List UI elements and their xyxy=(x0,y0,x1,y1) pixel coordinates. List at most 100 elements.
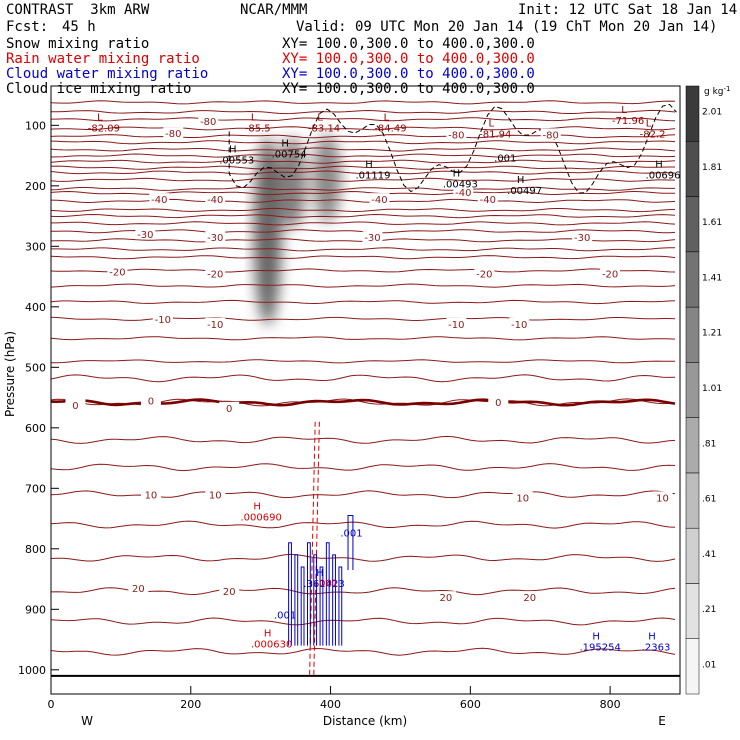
isotherm-line xyxy=(51,359,675,364)
isotherm-line xyxy=(51,140,676,145)
colorbar-bin xyxy=(685,251,700,308)
isotherm-label-bg xyxy=(600,267,621,279)
x-tick-label: 0 xyxy=(48,698,55,711)
isotherm-label-bg xyxy=(453,185,474,197)
isotherm-label-bg xyxy=(107,265,128,277)
isotherm-label-bg xyxy=(135,228,156,240)
isotherm-label-bg xyxy=(362,231,383,243)
colorbar-bin xyxy=(685,85,700,142)
colorbar-label: 1.01 xyxy=(702,384,722,394)
extremum-value: -81.94 xyxy=(479,130,511,141)
x-tick-label: 400 xyxy=(320,698,341,711)
isotherm-label: -80 xyxy=(165,129,181,140)
isotherm-label-bg xyxy=(140,488,161,500)
isotherm-line xyxy=(51,159,676,164)
isotherm-label: -10 xyxy=(448,320,464,331)
field-xy-snow: XY= 100.0,300.0 to 400.0,300.0 xyxy=(282,36,535,52)
isotherm-line xyxy=(51,221,676,226)
isotherm-label-bg xyxy=(477,193,498,205)
forecast-hour: 45 h xyxy=(62,19,96,35)
y-tick-label: 700 xyxy=(25,482,46,495)
y-axis-label: Pressure (hPa) xyxy=(3,331,17,417)
field-xy-cloud-ice: XY= 100.0,300.0 to 400.0,300.0 xyxy=(282,81,535,97)
extremum-letter: H xyxy=(453,169,461,180)
extremum-value: .000690 xyxy=(240,512,281,523)
extremum-value: -71.96 xyxy=(612,116,644,127)
isotherm-label-bg xyxy=(572,231,593,243)
isotherm-line xyxy=(51,134,676,139)
colorbar-bin xyxy=(685,196,700,253)
isotherm-label: -40 xyxy=(480,195,496,206)
isotherm-label: 20 xyxy=(223,587,236,598)
isotherm-label-bg xyxy=(435,591,456,603)
isotherm-label: -30 xyxy=(137,230,153,241)
east-label: E xyxy=(658,714,666,728)
x-tick-label: 200 xyxy=(180,698,201,711)
isotherm-label-bg xyxy=(65,398,86,410)
isotherm-label: 20 xyxy=(132,584,145,595)
isotherm-label-bg xyxy=(205,267,226,279)
isotherm-label-bg xyxy=(128,582,149,594)
isotherm-line xyxy=(51,186,675,191)
contour-label: .001 xyxy=(274,610,296,621)
colorbar-unit: g kg-1 xyxy=(704,85,730,97)
isotherm-line xyxy=(51,147,676,152)
extremum-letter: H xyxy=(264,629,272,640)
extremum-letter: H xyxy=(655,160,663,171)
y-tick-label: 300 xyxy=(25,240,46,253)
field-name-cloud-ice: Cloud ice mixing ratio xyxy=(6,81,192,97)
init-time: Init: 12 UTC Sat 18 Jan 14 xyxy=(518,2,738,18)
y-tick-label: 1000 xyxy=(18,664,46,677)
isotherm-line xyxy=(51,255,676,260)
isotherm-label-bg xyxy=(205,317,226,329)
isotherm-label-bg xyxy=(149,193,170,205)
x-tick-label: 800 xyxy=(600,698,621,711)
isotherm-label: 0 xyxy=(226,404,232,415)
isotherm-label: 10 xyxy=(145,490,158,501)
colorbar-bin xyxy=(685,362,700,418)
isotherm-label: -20 xyxy=(207,270,223,281)
isotherm-label: -40 xyxy=(207,195,223,206)
isotherm-line xyxy=(51,247,675,252)
y-tick-label: 500 xyxy=(25,361,46,374)
colorbar-label: .41 xyxy=(702,550,716,560)
extremum-letter: L xyxy=(251,112,257,123)
isotherm-line xyxy=(51,177,676,182)
isotherm-label: 0 xyxy=(495,398,501,409)
extremum-value: -82.09 xyxy=(88,123,120,134)
colorbar-bin xyxy=(685,638,700,695)
isotherm-line xyxy=(51,463,676,472)
colorbar-bin xyxy=(685,527,700,584)
extremum-letter: H xyxy=(281,138,289,149)
colorbar-label: 1.81 xyxy=(702,163,722,173)
isotherm-label-bg xyxy=(198,115,219,127)
extremum-letter: H xyxy=(316,568,324,579)
isotherm-line xyxy=(51,268,676,273)
field-xy-rain: XY= 100.0,300.0 to 400.0,300.0 xyxy=(282,51,535,67)
extremum-value: .00696 xyxy=(646,171,681,182)
isotherm-label: -20 xyxy=(109,268,125,279)
model-title: CONTRAST 3km ARW xyxy=(6,2,150,18)
snow-shading-cell xyxy=(253,137,282,325)
extremum-letter: L xyxy=(621,105,627,116)
y-tick-label: 600 xyxy=(25,422,46,435)
isotherm-label: -20 xyxy=(476,270,492,281)
field-xy-cloud-water: XY= 100.0,300.0 to 400.0,300.0 xyxy=(282,66,535,82)
isotherm-label: 20 xyxy=(440,593,453,604)
isotherm-label: -40 xyxy=(371,195,387,206)
isotherm-label: -10 xyxy=(207,320,223,331)
isotherm-line xyxy=(51,587,676,596)
extremum-value: .01119 xyxy=(355,171,390,182)
isotherm-line xyxy=(51,520,676,529)
contour-label: .001 xyxy=(316,578,338,589)
extremum-letter: L xyxy=(646,119,652,130)
isotherm-label-bg xyxy=(652,491,673,503)
contour-label: .001 xyxy=(494,154,516,165)
isotherm-line xyxy=(51,553,676,562)
isotherm-label-bg xyxy=(140,394,161,406)
cloud-water-contour xyxy=(288,542,343,646)
isotherm-line xyxy=(51,299,676,305)
extremum-value: .00553 xyxy=(219,156,254,167)
isotherm-label: -10 xyxy=(511,320,527,331)
isotherm-line xyxy=(51,109,676,115)
